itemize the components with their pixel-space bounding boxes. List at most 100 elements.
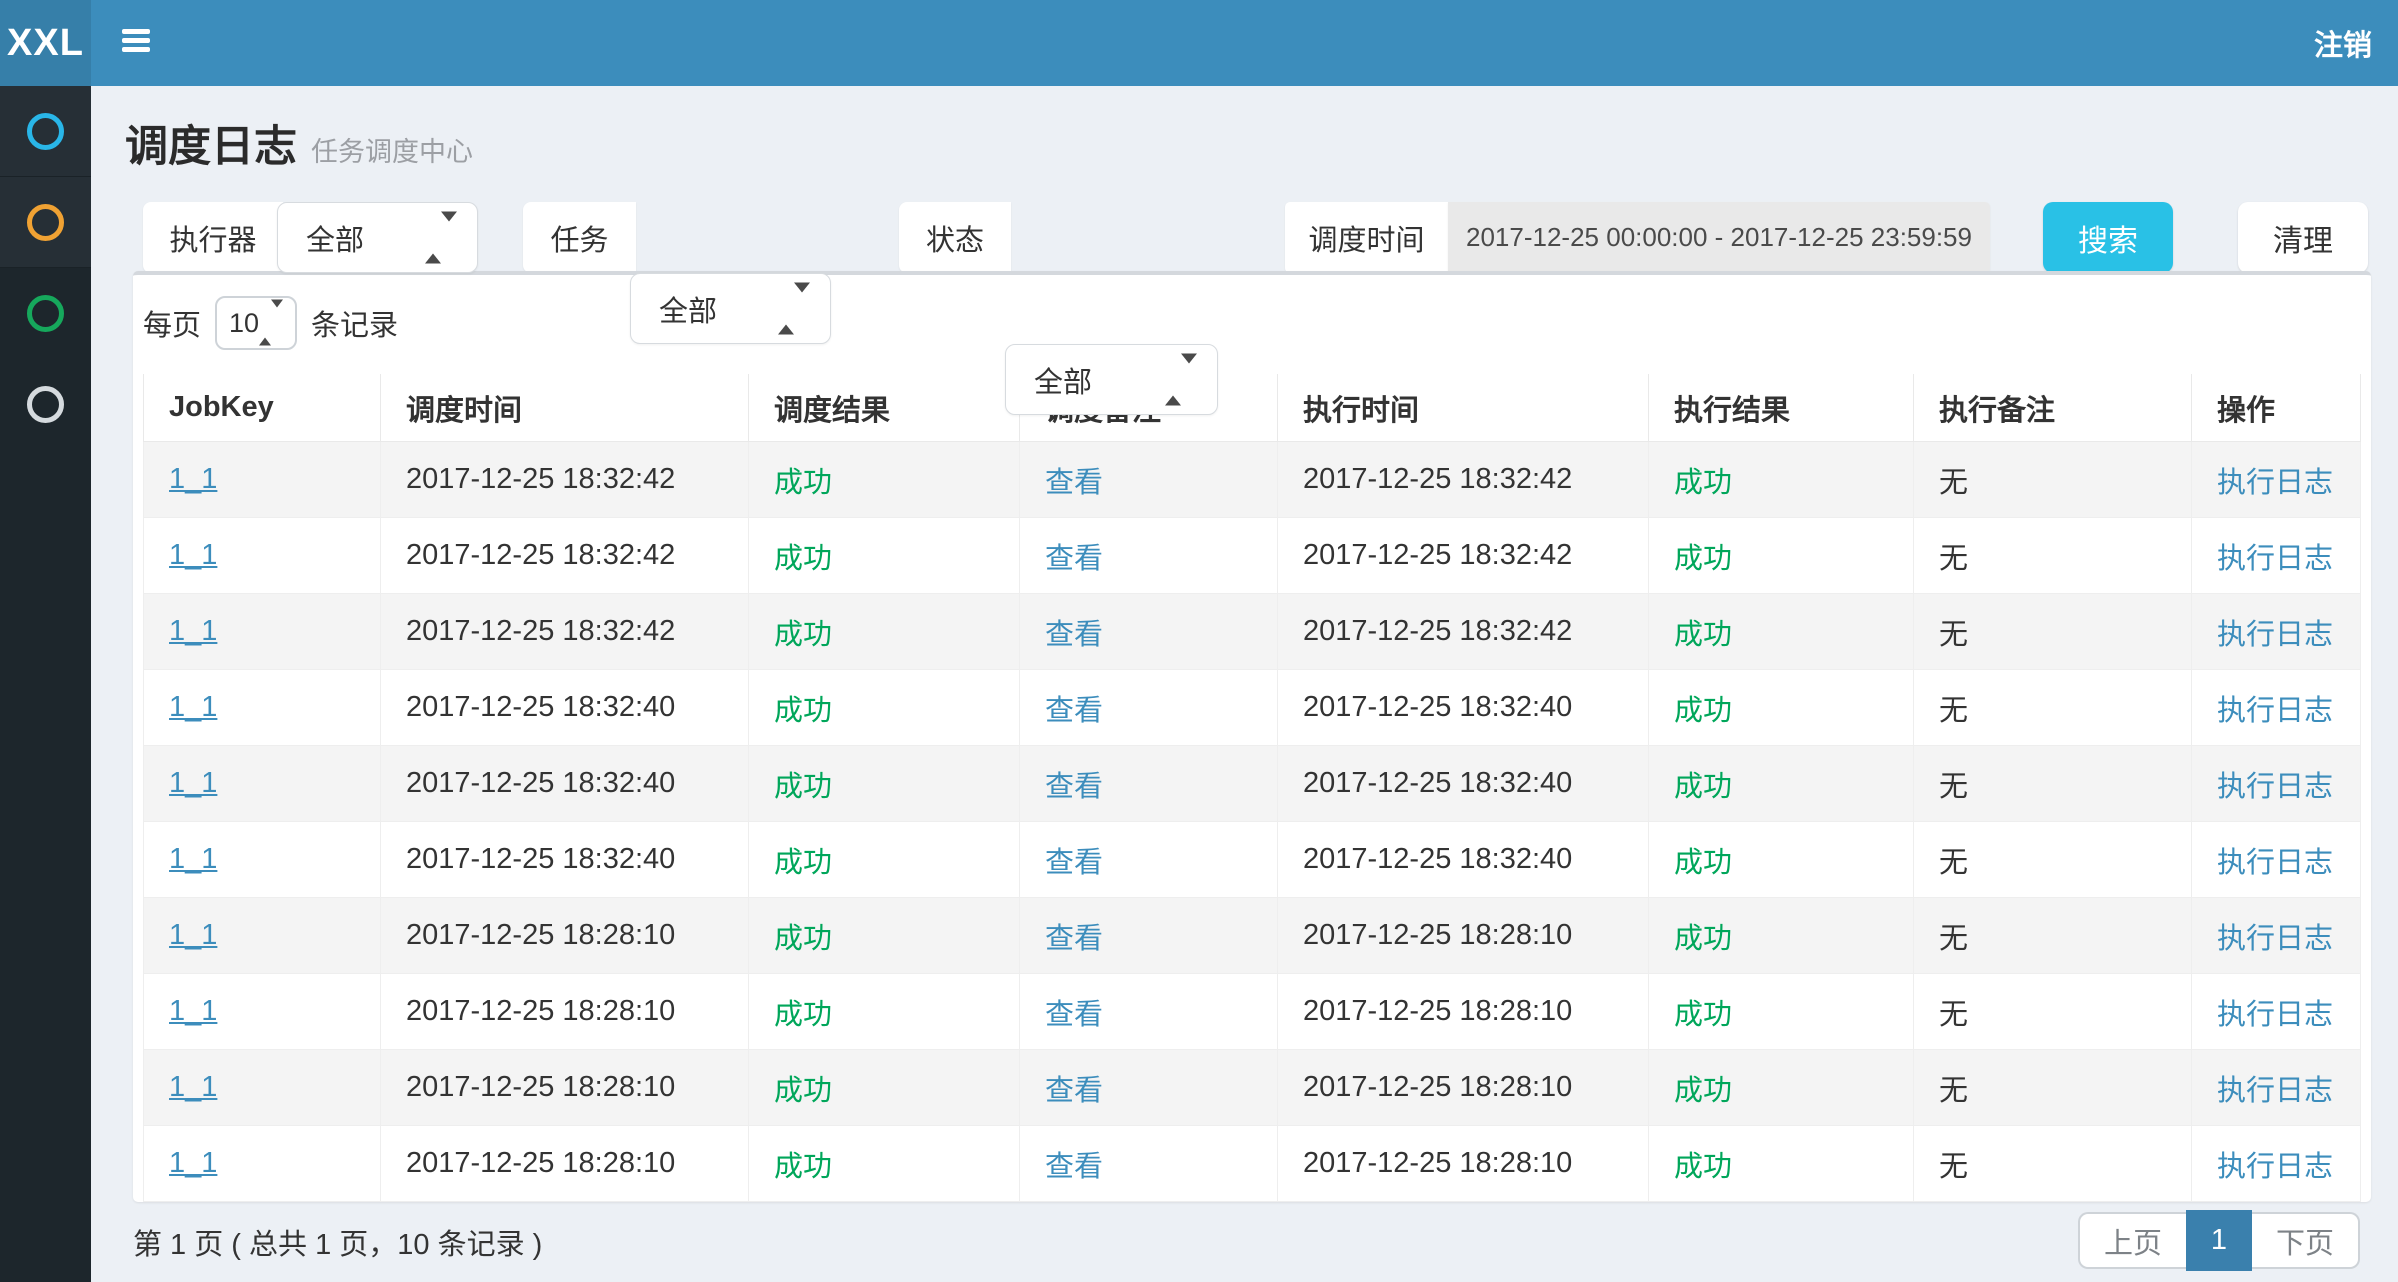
sidebar-item-1[interactable] [0,86,91,177]
trigger-time-cell: 2017-12-25 18:28:10 [406,1147,676,1179]
handle-result-cell: 成功 [1674,542,1733,575]
table-cell: 成功 [1648,1125,1914,1202]
exec-log-link[interactable]: 执行日志 [2217,846,2334,879]
view-trigger-msg-link[interactable]: 查看 [1045,618,1104,651]
current-page-button[interactable]: 1 [2186,1210,2252,1271]
trigger-result-cell: 成功 [774,998,833,1031]
job-key-link[interactable]: 1_1 [169,615,218,647]
table-cell: 1_1 [143,745,381,822]
sidebar-item-3[interactable] [0,268,91,359]
trigger-time-cell: 2017-12-25 18:32:40 [406,691,676,723]
table-cell: 成功 [748,1125,1020,1202]
prev-page-button[interactable]: 上页 [2078,1212,2186,1269]
table-cell: 2017-12-25 18:32:40 [380,821,749,898]
exec-log-link[interactable]: 执行日志 [2217,1074,2334,1107]
view-trigger-msg-link[interactable]: 查看 [1045,542,1104,575]
table-cell: 查看 [1019,1049,1278,1126]
table-cell: 2017-12-25 18:28:10 [380,973,749,1050]
exec-log-link[interactable]: 执行日志 [2217,466,2334,499]
page-size-control: 每页 10 条记录 [143,294,398,352]
page-size-suffix: 条记录 [311,310,399,342]
exec-log-link[interactable]: 执行日志 [2217,694,2334,727]
table-row: 1_1 2017-12-25 18:32:40 成功 查看 2017-12-25 18:… [143,669,2361,746]
job-key-link[interactable]: 1_1 [169,919,218,951]
handle-result-cell: 成功 [1674,998,1733,1031]
view-trigger-msg-link[interactable]: 查看 [1045,694,1104,727]
handle-msg-cell: 无 [1939,542,1969,575]
sidebar-item-2[interactable] [0,177,91,268]
table-cell: 1_1 [143,669,381,746]
table-cell: 成功 [748,897,1020,974]
table-cell: 成功 [748,593,1020,670]
page-size-value: 10 [228,307,260,338]
column-header: 操作 [2191,374,2361,442]
exec-log-link[interactable]: 执行日志 [2217,542,2334,575]
job-key-link[interactable]: 1_1 [169,539,218,571]
logout-link[interactable]: 注销 [2313,30,2372,62]
table-cell: 成功 [748,745,1020,822]
job-filter-select[interactable]: 全部 [630,273,831,344]
status-filter-select[interactable]: 全部 [1005,344,1218,415]
exec-log-link[interactable]: 执行日志 [2217,922,2334,955]
page-size-select[interactable]: 10 [215,296,298,350]
table-row: 1_1 2017-12-25 18:28:10 成功 查看 2017-12-25 18:… [143,1125,2361,1202]
hamburger-menu-icon[interactable] [122,29,150,57]
exec-log-link[interactable]: 执行日志 [2217,1150,2334,1183]
job-key-link[interactable]: 1_1 [169,767,218,799]
trigger-time-cell: 2017-12-25 18:32:42 [406,539,676,571]
view-trigger-msg-link[interactable]: 查看 [1045,922,1104,955]
table-cell: 无 [1913,821,2192,898]
handle-time-cell: 2017-12-25 18:28:10 [1303,919,1573,951]
column-header: 调度时间 [380,374,749,442]
view-trigger-msg-link[interactable]: 查看 [1045,998,1104,1031]
job-key-link[interactable]: 1_1 [169,1147,218,1179]
table-cell: 2017-12-25 18:28:10 [1277,1049,1649,1126]
table-cell: 成功 [748,517,1020,594]
table-cell: 2017-12-25 18:28:10 [1277,973,1649,1050]
table-cell: 2017-12-25 18:32:42 [380,517,749,594]
search-button[interactable]: 搜索 [2043,202,2173,273]
job-key-link[interactable]: 1_1 [169,995,218,1027]
exec-log-link[interactable]: 执行日志 [2217,618,2334,651]
trigger-time-range-input[interactable]: 2017-12-25 00:00:00 - 2017-12-25 23:59:5… [1448,202,1990,273]
view-trigger-msg-link[interactable]: 查看 [1045,1074,1104,1107]
job-key-link[interactable]: 1_1 [169,691,218,723]
table-cell: 无 [1913,441,2192,518]
job-filter-label: 任务 [523,202,636,273]
table-cell: 成功 [748,973,1020,1050]
table-cell: 成功 [1648,593,1914,670]
job-key-link[interactable]: 1_1 [169,1071,218,1103]
handle-time-cell: 2017-12-25 18:32:42 [1303,539,1573,571]
next-page-button[interactable]: 下页 [2252,1212,2360,1269]
app-logo[interactable]: XXL [0,0,91,86]
table-cell: 2017-12-25 18:28:10 [380,1125,749,1202]
table-cell: 查看 [1019,517,1278,594]
table-cell: 执行日志 [2191,517,2361,594]
table-cell: 2017-12-25 18:32:40 [380,669,749,746]
table-cell: 执行日志 [2191,1125,2361,1202]
exec-log-link[interactable]: 执行日志 [2217,770,2334,803]
table-row: 1_1 2017-12-25 18:32:40 成功 查看 2017-12-25 18:… [143,745,2361,822]
handle-result-cell: 成功 [1674,1150,1733,1183]
table-cell: 执行日志 [2191,821,2361,898]
job-key-link[interactable]: 1_1 [169,463,218,495]
table-cell: 查看 [1019,973,1278,1050]
job-filter-value: 全部 [659,295,718,328]
table-cell: 成功 [1648,517,1914,594]
trigger-time-cell: 2017-12-25 18:32:42 [406,615,676,647]
clear-button[interactable]: 清理 [2238,202,2368,273]
sidebar-item-4[interactable] [0,359,91,450]
view-trigger-msg-link[interactable]: 查看 [1045,770,1104,803]
view-trigger-msg-link[interactable]: 查看 [1045,1150,1104,1183]
job-key-link[interactable]: 1_1 [169,843,218,875]
view-trigger-msg-link[interactable]: 查看 [1045,846,1104,879]
table-cell: 2017-12-25 18:28:10 [380,1049,749,1126]
exec-log-link[interactable]: 执行日志 [2217,998,2334,1031]
executor-filter-select[interactable]: 全部 [277,202,478,273]
handle-time-cell: 2017-12-25 18:32:40 [1303,843,1573,875]
table-cell: 查看 [1019,1125,1278,1202]
trigger-result-cell: 成功 [774,542,833,575]
table-cell: 成功 [1648,1049,1914,1126]
view-trigger-msg-link[interactable]: 查看 [1045,466,1104,499]
